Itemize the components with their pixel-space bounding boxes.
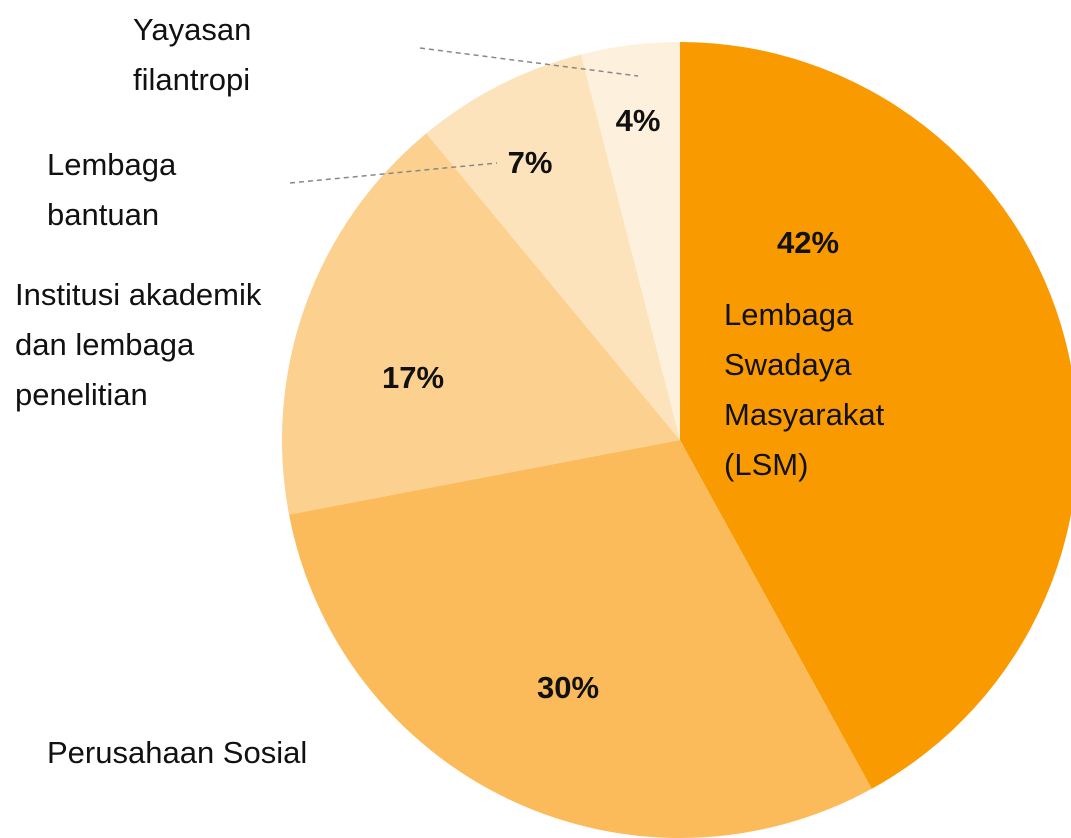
slice-label: Institusi akademik dan lembaga penelitia… (15, 277, 262, 412)
data-label: 30% (537, 670, 599, 705)
data-label: 4% (616, 103, 661, 138)
slice-label: Yayasan filantropi (133, 12, 252, 97)
data-label: 42% (777, 225, 839, 260)
pie-slice (426, 54, 680, 440)
leader-line (419, 47, 639, 77)
slice-label: Perusahaan Sosial (47, 735, 308, 770)
pie-slice (282, 133, 680, 515)
pie-slice (581, 42, 680, 440)
data-label: 7% (508, 145, 553, 180)
pie-slice (680, 42, 1071, 789)
data-label: 17% (382, 360, 444, 395)
slice-label: Lembaga Swadaya Masyarakat (LSM) (724, 297, 885, 482)
slice-label: Lembaga bantuan (47, 147, 177, 232)
pie-slice (289, 440, 872, 838)
leader-line (289, 162, 498, 184)
